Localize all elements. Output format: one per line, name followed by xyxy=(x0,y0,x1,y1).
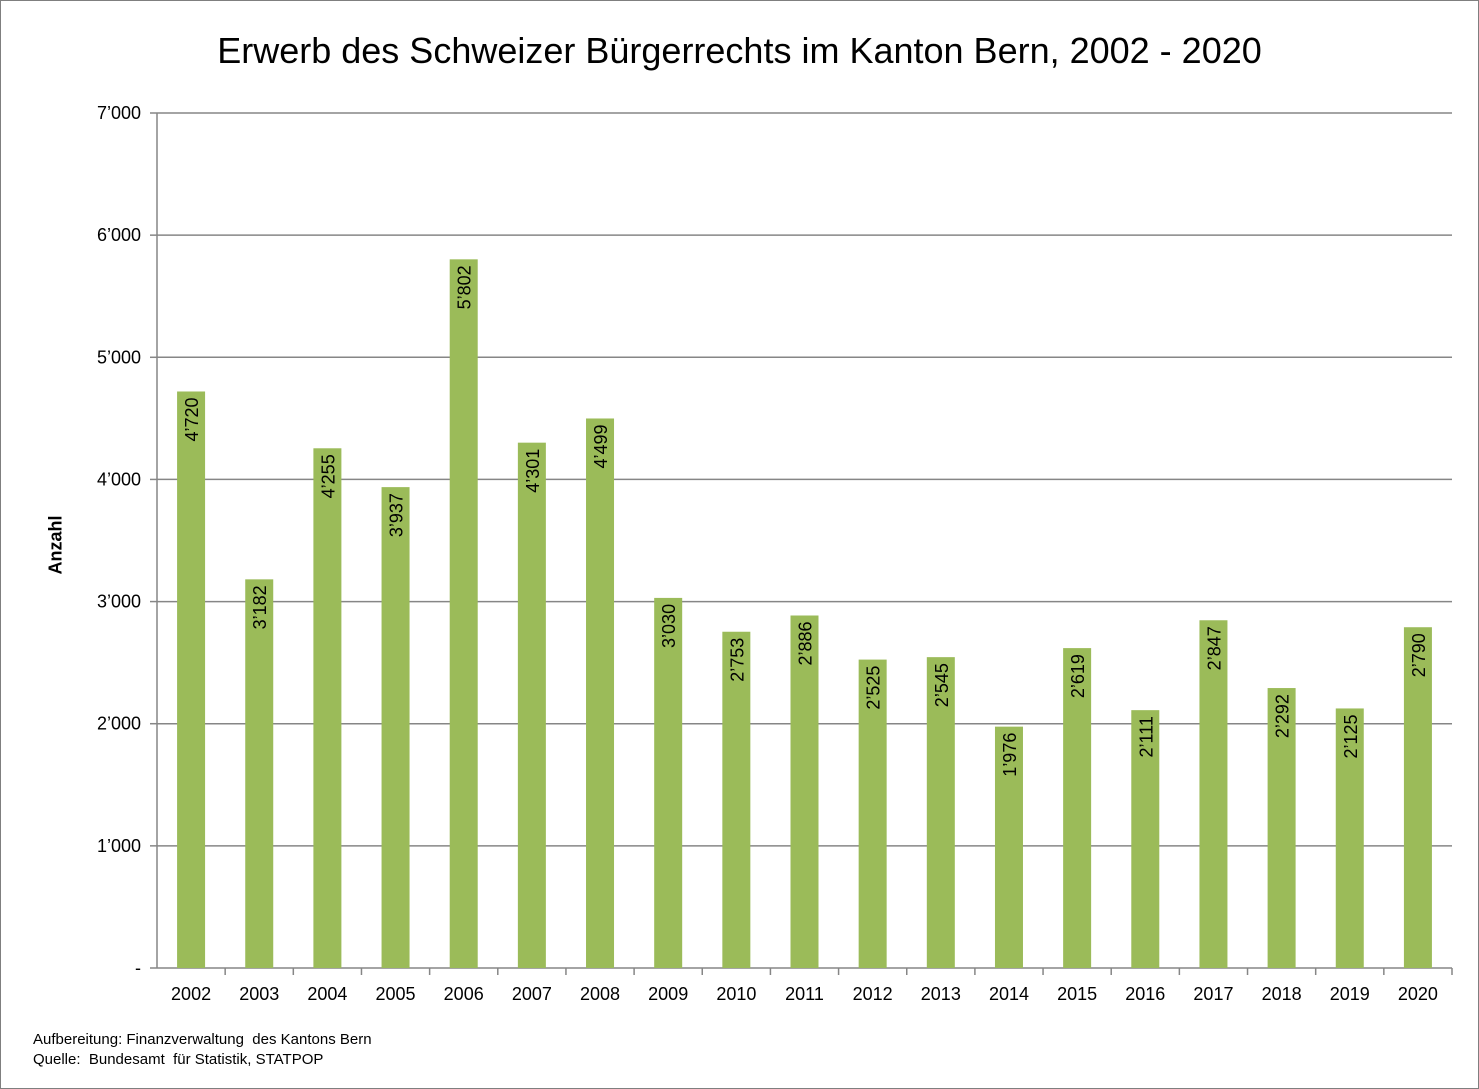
bar xyxy=(517,442,546,968)
bar xyxy=(722,631,751,968)
data-label: 4’301 xyxy=(523,449,543,493)
x-tick-label: 2011 xyxy=(785,984,824,1004)
footer-source: Quelle: Bundesamt für Statistik, STATPOP xyxy=(33,1051,324,1068)
x-tick-label: 2006 xyxy=(444,984,484,1004)
bar xyxy=(245,579,274,968)
y-tick-label: 1’000 xyxy=(97,836,141,856)
x-tick-label: 2009 xyxy=(648,984,688,1004)
bar xyxy=(1131,710,1160,968)
bar xyxy=(381,487,410,968)
x-tick-label: 2020 xyxy=(1398,984,1438,1004)
data-label: 2’790 xyxy=(1409,633,1429,677)
data-label: 2’525 xyxy=(864,666,884,710)
data-label: 2’545 xyxy=(932,663,952,707)
x-tick-label: 2017 xyxy=(1193,984,1233,1004)
x-tick-label: 2018 xyxy=(1262,984,1302,1004)
bar xyxy=(586,418,615,969)
data-label: 2’111 xyxy=(1136,716,1156,757)
chart-title: Erwerb des Schweizer Bürgerrechts im Kan… xyxy=(217,30,1262,71)
x-tick-label: 2002 xyxy=(171,984,211,1004)
bar xyxy=(1267,688,1296,968)
x-tick-label: 2010 xyxy=(716,984,756,1004)
y-tick-label: 4’000 xyxy=(97,469,141,489)
x-tick-label: 2003 xyxy=(239,984,279,1004)
bar xyxy=(790,615,819,968)
data-label: 1’976 xyxy=(1000,733,1020,777)
data-label: 2’125 xyxy=(1341,714,1361,758)
x-tick-label: 2005 xyxy=(376,984,416,1004)
bar xyxy=(449,259,478,968)
bar xyxy=(1063,648,1092,968)
data-label: 3’182 xyxy=(250,585,270,629)
data-label: 2’619 xyxy=(1068,654,1088,698)
data-label: 3’937 xyxy=(387,493,407,537)
x-tick-label: 2008 xyxy=(580,984,620,1004)
bar xyxy=(994,726,1023,968)
data-label: 4’720 xyxy=(182,397,202,441)
data-label: 2’292 xyxy=(1273,694,1293,738)
x-tick-label: 2004 xyxy=(307,984,347,1004)
data-label: 4’499 xyxy=(591,424,611,468)
data-label: 2’886 xyxy=(796,621,816,665)
data-label: 4’255 xyxy=(318,454,338,498)
data-label: 2’753 xyxy=(727,638,747,682)
bar xyxy=(313,448,342,969)
data-label: 5’802 xyxy=(455,265,475,309)
data-label: 3’030 xyxy=(659,604,679,648)
x-tick-label: 2013 xyxy=(921,984,961,1004)
x-tick-label: 2015 xyxy=(1057,984,1097,1004)
bar xyxy=(1335,708,1364,968)
y-tick-label: 2’000 xyxy=(97,714,141,734)
bar xyxy=(1403,627,1432,968)
data-label: 2’847 xyxy=(1204,626,1224,670)
footer-credit: Aufbereitung: Finanzverwaltung des Kanto… xyxy=(33,1031,372,1048)
y-tick-label: - xyxy=(135,958,141,978)
bar xyxy=(654,597,683,968)
y-tick-label: 5’000 xyxy=(97,347,141,367)
x-tick-label: 2014 xyxy=(989,984,1029,1004)
y-tick-label: 7’000 xyxy=(97,103,141,123)
x-tick-label: 2012 xyxy=(853,984,893,1004)
x-tick-label: 2019 xyxy=(1330,984,1370,1004)
y-tick-label: 6’000 xyxy=(97,225,141,245)
bar xyxy=(177,391,206,968)
bar xyxy=(926,657,955,968)
bar xyxy=(1199,620,1228,968)
x-tick-label: 2007 xyxy=(512,984,552,1004)
bar xyxy=(858,659,887,968)
y-tick-label: 3’000 xyxy=(97,592,141,612)
x-tick-label: 2016 xyxy=(1125,984,1165,1004)
